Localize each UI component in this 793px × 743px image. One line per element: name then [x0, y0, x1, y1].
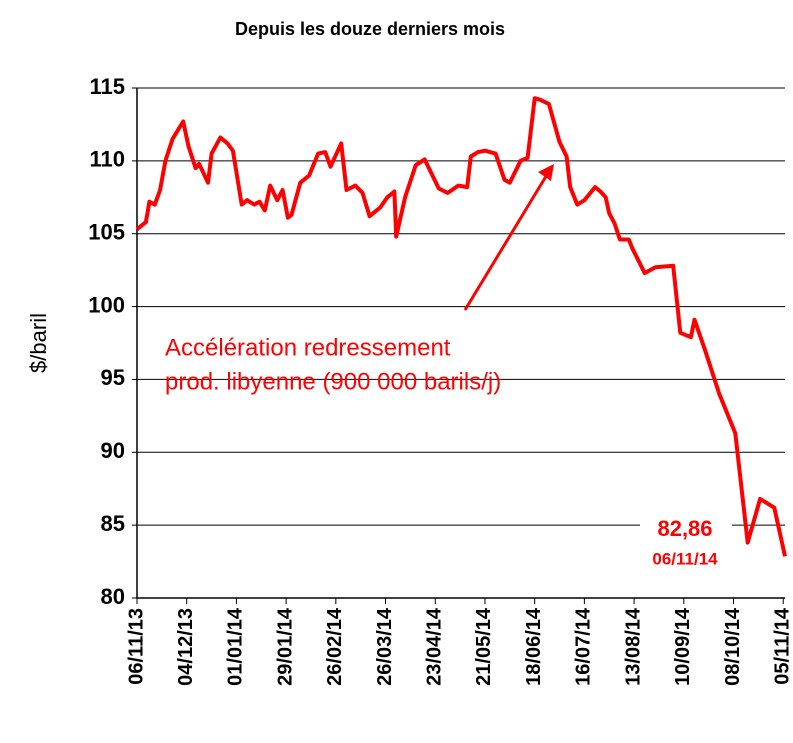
x-tick-label: 08/10/14	[722, 607, 744, 686]
x-tick-label: 23/04/14	[424, 607, 446, 686]
x-tick-label: 04/12/13	[175, 608, 197, 686]
y-tick-label: 85	[101, 511, 125, 536]
y-tick-label: 80	[101, 584, 125, 609]
x-tick-label: 05/11/14	[772, 607, 793, 685]
annotation-arrowhead	[538, 164, 554, 181]
annotation: 06/11/14	[652, 549, 718, 568]
line-series	[135, 96, 787, 557]
x-tick-label: 26/02/14	[324, 607, 346, 686]
y-tick-label: 110	[90, 147, 126, 172]
annotation: prod. libyenne (900 000 barils/j)	[165, 368, 501, 395]
x-tick-label: 18/06/14	[523, 607, 545, 686]
x-tick-label: 10/09/14	[672, 607, 694, 686]
y-tick-label: 90	[101, 438, 125, 463]
x-tick-label: 29/01/14	[274, 607, 296, 686]
annotation-bg	[640, 510, 732, 570]
y-tick-label: 100	[88, 292, 125, 317]
x-tick-label: 01/01/14	[225, 607, 247, 686]
x-tick-label: 13/08/14	[622, 607, 644, 686]
annotation: Accélération redressement	[165, 334, 451, 361]
y-axis-label: $/baril	[26, 313, 51, 373]
annotation: 82,86	[657, 516, 712, 541]
y-tick-label: 105	[88, 220, 125, 245]
annotation-arrow	[463, 172, 550, 311]
x-tick-label: 16/07/14	[573, 607, 595, 686]
x-tick-label: 26/03/14	[374, 607, 396, 686]
x-tick-label: 06/11/13	[125, 608, 147, 685]
chart-title: Depuis les douze derniers mois	[235, 19, 505, 39]
x-tick-label: 21/05/14	[473, 607, 495, 686]
y-tick-label: 115	[90, 74, 126, 99]
y-tick-label: 95	[101, 365, 125, 390]
